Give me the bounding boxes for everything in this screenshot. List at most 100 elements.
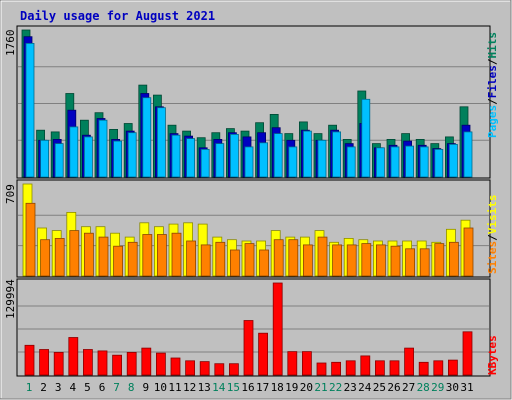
x-tick-day-30: 30 — [446, 381, 459, 394]
bar-pages-day-6 — [98, 119, 108, 178]
bar-kbytes-day-31 — [462, 331, 473, 376]
bar-kbytes-day-30 — [447, 359, 458, 376]
bar-pages-day-25 — [375, 147, 385, 178]
y-max-label-hits: 1760 — [4, 30, 17, 57]
bar-sites-day-27 — [405, 248, 416, 277]
bar-sites-day-8 — [127, 241, 138, 277]
legend-visits: Visits — [486, 195, 499, 235]
bar-sites-day-13 — [200, 244, 211, 277]
x-tick-day-3: 3 — [55, 381, 62, 394]
bar-pages-day-1 — [25, 43, 35, 178]
legend-separator: / — [486, 58, 499, 65]
bar-sites-day-16 — [244, 243, 255, 277]
legend-separator: / — [486, 234, 499, 241]
legend-kbytes: KBytes — [486, 335, 499, 375]
bar-pages-day-13 — [200, 148, 210, 178]
bar-kbytes-day-21 — [316, 362, 327, 376]
bar-kbytes-day-14 — [214, 363, 225, 376]
bar-kbytes-day-4 — [68, 337, 79, 376]
bar-sites-day-20 — [302, 244, 313, 277]
bar-pages-day-12 — [186, 138, 196, 178]
bar-kbytes-day-6 — [97, 350, 108, 376]
bar-pages-day-7 — [113, 140, 122, 178]
x-tick-day-14: 14 — [212, 381, 226, 394]
bar-sites-day-2 — [40, 239, 50, 277]
bar-sites-day-21 — [317, 236, 328, 277]
bar-pages-day-24 — [361, 98, 371, 178]
bar-pages-day-3 — [54, 143, 64, 178]
x-tick-day-8: 8 — [128, 381, 135, 394]
x-tick-day-27: 27 — [402, 381, 415, 394]
bar-kbytes-day-18 — [272, 282, 283, 376]
bar-pages-day-15 — [229, 133, 239, 178]
x-tick-day-9: 9 — [142, 381, 149, 394]
bar-sites-day-9 — [142, 234, 153, 277]
x-tick-day-16: 16 — [241, 381, 254, 394]
x-tick-day-1: 1 — [26, 381, 33, 394]
x-tick-day-10: 10 — [154, 381, 167, 394]
bar-pages-day-27 — [405, 145, 415, 178]
x-tick-day-20: 20 — [300, 381, 313, 394]
bar-sites-day-3 — [54, 237, 65, 277]
bar-sites-day-23 — [346, 244, 357, 277]
bar-pages-day-26 — [390, 146, 400, 178]
bar-pages-day-11 — [171, 134, 181, 178]
bar-sites-day-18 — [273, 239, 284, 277]
bar-sites-day-17 — [259, 249, 270, 277]
bar-pages-day-4 — [69, 126, 79, 178]
bar-kbytes-day-23 — [345, 360, 356, 376]
x-tick-day-12: 12 — [183, 381, 196, 394]
legend-pages: Pages — [486, 105, 499, 138]
bar-kbytes-day-13 — [199, 361, 210, 376]
bar-pages-day-8 — [127, 132, 137, 178]
bar-pages-day-29 — [434, 148, 444, 178]
bar-kbytes-day-5 — [83, 349, 93, 376]
x-tick-day-31: 31 — [460, 381, 473, 394]
bar-pages-day-10 — [156, 107, 166, 178]
legend-sites: Sites — [486, 241, 499, 274]
bar-pages-day-28 — [419, 146, 429, 178]
bar-kbytes-day-15 — [228, 363, 239, 376]
bar-pages-day-14 — [215, 143, 225, 178]
x-tick-day-6: 6 — [99, 381, 106, 394]
bar-kbytes-day-12 — [185, 360, 196, 376]
bar-kbytes-day-22 — [331, 361, 342, 376]
bar-sites-day-22 — [332, 244, 343, 277]
bar-sites-day-5 — [84, 232, 94, 277]
bar-sites-day-29 — [434, 243, 445, 277]
legend-files: Files — [486, 65, 499, 98]
bar-sites-day-12 — [186, 240, 197, 277]
bar-pages-day-31 — [463, 131, 473, 178]
bar-sites-day-25 — [375, 244, 386, 277]
x-tick-day-24: 24 — [358, 381, 372, 394]
x-tick-day-26: 26 — [387, 381, 400, 394]
bar-sites-day-24 — [361, 243, 372, 277]
x-tick-day-4: 4 — [69, 381, 76, 394]
bar-kbytes-day-16 — [243, 320, 254, 376]
panel-kbytes — [16, 278, 491, 377]
bar-pages-day-23 — [346, 146, 356, 178]
legend-hits-files-pages: Pages/Files/Hits — [486, 32, 499, 138]
bar-kbytes-day-27 — [404, 347, 415, 376]
bar-kbytes-day-17 — [258, 332, 269, 376]
bar-pages-day-22 — [332, 131, 342, 178]
bar-kbytes-day-7 — [112, 354, 122, 376]
x-tick-day-7: 7 — [113, 381, 120, 394]
bar-sites-day-28 — [419, 248, 430, 277]
bar-pages-day-20 — [302, 130, 312, 178]
x-axis-day-labels: 1 2 3 4 5 6 7 8 9 10 11 12 13 14 15 16 17 18 19 20 21 22 23 24 2… — [26, 381, 474, 394]
legend-separator: / — [486, 98, 499, 105]
bar-sites-day-30 — [448, 241, 459, 277]
chart-marks — [18, 29, 489, 376]
x-tick-day-2: 2 — [40, 381, 47, 394]
bar-pages-day-9 — [142, 97, 152, 178]
bar-sites-day-31 — [463, 227, 474, 277]
bar-kbytes-day-28 — [418, 361, 429, 376]
bar-sites-day-6 — [98, 236, 109, 277]
bar-kbytes-day-19 — [287, 351, 298, 376]
bar-sites-day-1 — [25, 202, 36, 277]
x-tick-day-18: 18 — [271, 381, 284, 394]
y-max-label-kbytes: 129994 — [4, 279, 17, 319]
bar-kbytes-day-24 — [360, 355, 371, 376]
